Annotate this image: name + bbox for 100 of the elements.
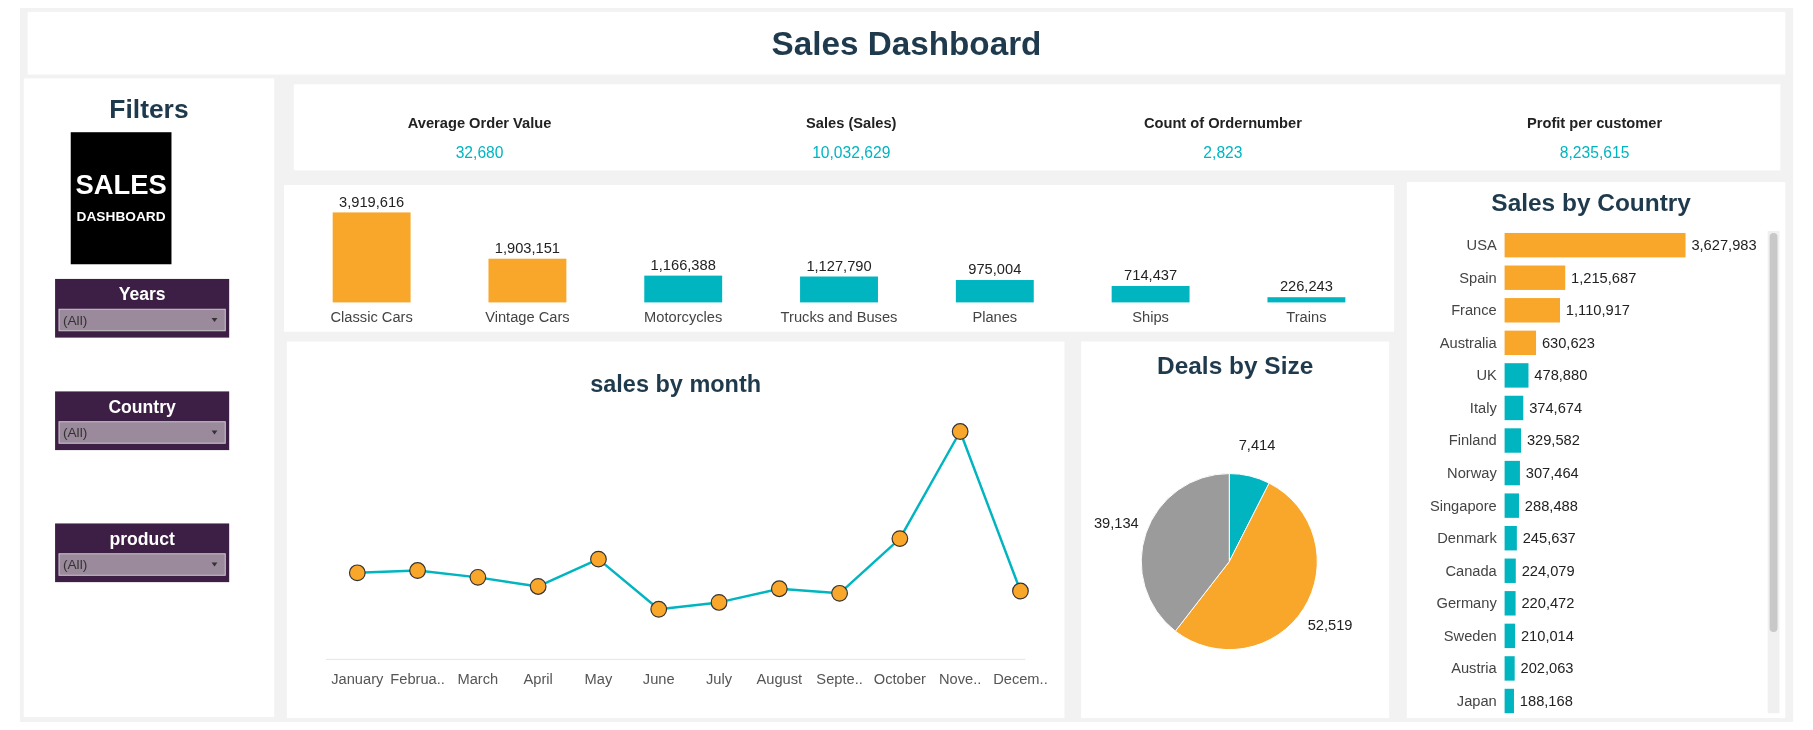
data-label: 52,519	[1307, 617, 1353, 634]
y-tick-label: Germany	[1436, 595, 1498, 612]
data-label: 3,627,983	[1691, 237, 1757, 254]
data-label: 202,063	[1520, 660, 1574, 677]
text: Filters	[109, 93, 189, 124]
bar	[1504, 591, 1516, 616]
text: Sales Dashboard	[771, 24, 1042, 62]
y-tick-label: Norway	[1447, 464, 1498, 481]
data-label: 1,903,151	[494, 239, 561, 256]
point	[348, 564, 366, 582]
x-tick-label: Septe..	[816, 670, 863, 687]
point	[409, 562, 427, 579]
bar	[955, 280, 1034, 303]
data-label: 224,079	[1521, 562, 1575, 579]
x-tick-label: Ships	[1132, 308, 1169, 325]
x-tick-label: Motorcycles	[644, 308, 723, 325]
text: Profit per customer	[1526, 115, 1663, 132]
data-label: 374,674	[1529, 399, 1583, 416]
chart-title: sales by month	[590, 371, 762, 398]
point	[529, 578, 547, 595]
y-tick-label: Denmark	[1437, 530, 1498, 547]
bar	[1267, 297, 1346, 303]
point	[951, 423, 969, 440]
data-label: 39,134	[1093, 514, 1139, 531]
bar	[644, 275, 723, 303]
data-label: 288,488	[1524, 497, 1578, 514]
data-label: 1,166,388	[650, 256, 716, 273]
sales-dashboard-picture: SALES DASHBOARD	[70, 132, 172, 265]
text: Sales (Sales)	[806, 115, 897, 132]
text: (All)	[62, 557, 88, 573]
data-label: 188,168	[1519, 692, 1573, 709]
x-tick-label: May	[584, 670, 613, 687]
bar	[1504, 460, 1520, 486]
point	[831, 584, 849, 602]
data-label: 1,110,917	[1565, 302, 1630, 319]
data-label: 975,004	[968, 261, 1022, 278]
x-tick-label: Nove..	[938, 670, 982, 687]
data-label: 220,472	[1521, 595, 1575, 612]
point	[1012, 582, 1029, 600]
point	[590, 550, 607, 568]
y-tick-label: UK	[1476, 367, 1497, 384]
x-tick-label: July	[705, 670, 733, 687]
data-label: 630,623	[1541, 334, 1595, 351]
x-tick-label: Trucks and Buses	[780, 308, 898, 325]
point	[650, 600, 668, 618]
x-tick-label: June	[642, 670, 675, 687]
y-tick-label: France	[1451, 302, 1497, 319]
data-label: 329,582	[1526, 432, 1580, 449]
x-tick-label: January	[331, 670, 385, 687]
bar	[1111, 286, 1190, 303]
y-tick-label: Sweden	[1443, 627, 1497, 644]
bar	[1504, 232, 1686, 258]
bar	[1504, 330, 1537, 356]
point	[891, 530, 909, 548]
point	[710, 594, 728, 611]
bar	[1504, 493, 1519, 518]
x-tick-label: March	[457, 670, 499, 687]
y-tick-label: Canada	[1445, 562, 1498, 579]
bar	[800, 276, 878, 303]
y-tick-label: Finland	[1448, 432, 1497, 449]
y-tick-label: Italy	[1469, 399, 1498, 416]
text: 32,680	[455, 143, 504, 161]
data-label: 226,243	[1279, 278, 1333, 295]
y-tick-label: Singapore	[1429, 497, 1497, 514]
bar	[1504, 623, 1516, 649]
point	[469, 568, 487, 586]
data-label: 1,127,790	[806, 257, 872, 274]
data-label: 3,919,616	[339, 193, 405, 210]
chart-title: Deals by Size	[1157, 351, 1314, 379]
x-tick-label: Planes	[972, 308, 1018, 325]
data-label: 245,637	[1522, 530, 1576, 547]
bar	[1504, 265, 1566, 290]
x-tick-label: Februa..	[390, 670, 445, 687]
y-tick-label: Austria	[1451, 660, 1498, 677]
bar	[1504, 363, 1529, 388]
bar	[1504, 298, 1560, 323]
bar	[1504, 656, 1515, 681]
bar	[1504, 428, 1522, 453]
y-tick-label: Japan	[1456, 692, 1497, 709]
text: product	[109, 528, 176, 549]
text: Years	[118, 284, 166, 305]
x-tick-label: October	[873, 670, 927, 687]
y-tick-label: Australia	[1439, 334, 1498, 351]
data-label: 1,215,687	[1571, 269, 1637, 286]
x-tick-label: Decem..	[993, 670, 1048, 687]
bar	[1504, 688, 1514, 714]
point	[770, 580, 788, 598]
chart-title: Sales by Country	[1491, 189, 1692, 217]
bar	[1504, 525, 1517, 551]
data-label: 210,014	[1520, 627, 1574, 644]
text: (All)	[62, 425, 88, 441]
x-tick-label: August	[756, 670, 803, 687]
y-tick-label: USA	[1466, 237, 1497, 254]
bar	[1504, 395, 1524, 421]
bar	[1504, 558, 1516, 583]
data-label: 307,464	[1525, 464, 1579, 481]
text: 8,235,615	[1559, 143, 1630, 161]
x-tick-label: Classic Cars	[330, 308, 413, 325]
bar	[488, 258, 567, 303]
data-label: 7,414	[1238, 437, 1276, 454]
